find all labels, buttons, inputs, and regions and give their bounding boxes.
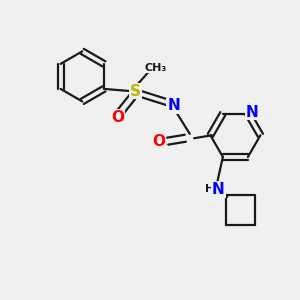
Text: O: O [111, 110, 124, 125]
Text: N: N [246, 105, 259, 120]
Text: H: H [205, 184, 214, 194]
Text: S: S [130, 84, 141, 99]
Text: O: O [152, 134, 165, 149]
Text: N: N [167, 98, 180, 113]
Text: N: N [212, 182, 225, 197]
Text: CH₃: CH₃ [145, 63, 167, 73]
